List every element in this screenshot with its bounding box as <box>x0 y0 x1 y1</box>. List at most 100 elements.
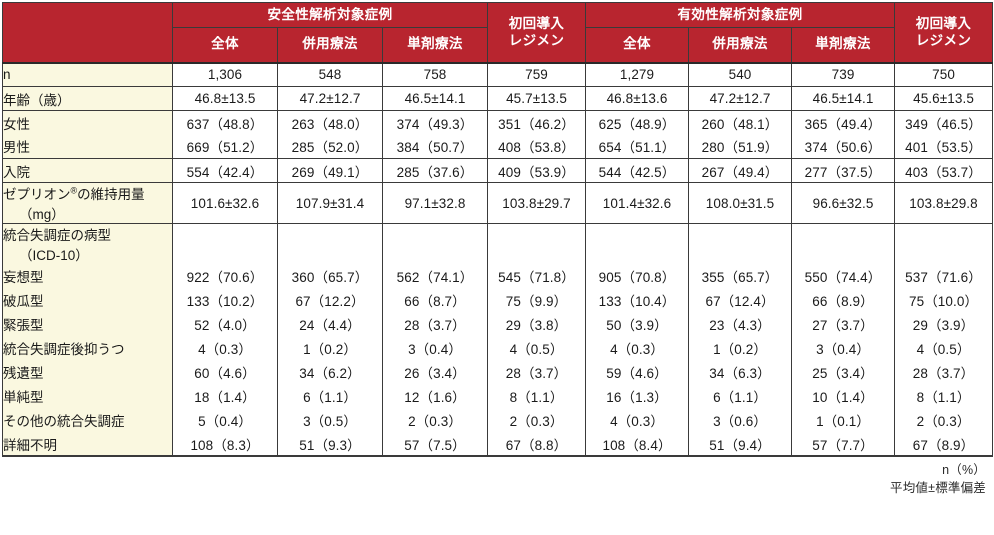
cell-age-efficacy-mono: 46.5±14.1 <box>791 86 896 111</box>
cell-residual-safety-mono: 26（3.4） <box>381 360 489 384</box>
cell-other-safety-regimen: 2（0.3） <box>487 408 587 432</box>
header-regimen-efficacy-line2: レジメン <box>915 33 972 49</box>
cell-simple-efficacy-total: 16（1.3） <box>585 384 690 408</box>
cell-other-safety-combination: 3（0.5） <box>277 408 383 432</box>
cell-paranoid-efficacy-mono: 550（74.4） <box>791 264 896 288</box>
cell-simple-safety-total: 18（1.4） <box>172 384 278 408</box>
table-row-hebephrenic: 破瓜型 133（10.2） 67（12.2） 66（8.7） 75（9.9） 1… <box>2 288 994 312</box>
cell-hosp-efficacy-total: 544（42.5） <box>585 158 690 183</box>
table-row-unspecified: 詳細不明 108（8.3） 51（9.3） 57（7.5） 67（8.8） 10… <box>2 432 994 457</box>
cell-psd-efficacy-total: 4（0.3） <box>585 336 690 360</box>
cell-male-efficacy-total: 654（51.1） <box>585 134 690 159</box>
cell-psd-efficacy-combination: 1（0.2） <box>688 336 793 360</box>
row-label-unspecified: 詳細不明 <box>2 432 173 457</box>
header-subcolumn-row: 全体 併用療法 単剤療法 全体 併用療法 単剤療法 <box>3 27 993 63</box>
table-row-female: 女性 637（48.8） 263（48.0） 374（49.3） 351（46.… <box>2 110 994 135</box>
cell-simple-safety-mono: 12（1.6） <box>381 384 489 408</box>
cell-female-safety-combination: 263（48.0） <box>277 110 383 135</box>
header-group-efficacy: 有効性解析対象症例 <box>585 2 896 28</box>
cell-hosp-efficacy-regimen: 403（53.7） <box>894 158 994 183</box>
row-label-residual: 残遺型 <box>2 360 173 384</box>
cell-n-efficacy-combination: 540 <box>688 61 793 87</box>
cell-icd10-safety-total <box>172 223 278 264</box>
header-col-safety-monotherapy: 単剤療法 <box>381 27 489 63</box>
cell-catatonic-safety-mono: 28（3.7） <box>381 312 489 336</box>
cell-unspecified-safety-combination: 51（9.3） <box>277 432 383 457</box>
cell-male-efficacy-mono: 374（50.6） <box>791 134 896 159</box>
cell-hebephrenic-safety-mono: 66（8.7） <box>381 288 489 312</box>
cell-simple-efficacy-mono: 10（1.4） <box>791 384 896 408</box>
cell-male-safety-total: 669（51.2） <box>172 134 278 159</box>
cell-hosp-efficacy-combination: 267（49.4） <box>688 158 793 183</box>
cell-other-efficacy-combination: 3（0.6） <box>688 408 793 432</box>
cell-paranoid-safety-regimen: 545（71.8） <box>487 264 587 288</box>
cell-icd10-efficacy-combination <box>688 223 793 264</box>
header-col-efficacy-combination: 併用療法 <box>688 27 793 63</box>
row-label-male: 男性 <box>2 134 173 159</box>
icd10-line1: 統合失調症の病型 <box>3 228 111 243</box>
header-group-row: 安全性解析対象症例 初回導入 レジメン 有効性解析対象症例 初回導入 レジメン <box>2 2 994 63</box>
table-row-icd10-section: 統合失調症の病型 （ICD-10） <box>2 223 994 264</box>
cell-residual-efficacy-mono: 25（3.4） <box>791 360 896 384</box>
table-row-paranoid: 妄想型 922（70.6） 360（65.7） 562（74.1） 545（71… <box>2 264 994 288</box>
cell-age-safety-total: 46.8±13.5 <box>172 86 278 111</box>
cell-n-efficacy-mono: 739 <box>791 61 896 87</box>
table-row-catatonic: 緊張型 52（4.0） 24（4.4） 28（3.7） 29（3.8） 50（3… <box>2 312 994 336</box>
cell-icd10-safety-mono <box>381 223 489 264</box>
cell-n-efficacy-total: 1,279 <box>585 61 690 87</box>
cell-paranoid-safety-total: 922（70.6） <box>172 264 278 288</box>
header-col-safety-total: 全体 <box>172 27 278 63</box>
cell-paranoid-efficacy-combination: 355（65.7） <box>688 264 793 288</box>
row-label-catatonic: 緊張型 <box>2 312 173 336</box>
cell-hebephrenic-safety-combination: 67（12.2） <box>277 288 383 312</box>
cell-dose-safety-combination: 107.9±31.4 <box>277 182 383 224</box>
table-body: n 1,306 548 758 759 1,279 540 739 750 年齢… <box>2 61 994 457</box>
table-row-n: n 1,306 548 758 759 1,279 540 739 750 <box>2 61 994 87</box>
cell-dose-efficacy-total: 101.4±32.6 <box>585 182 690 224</box>
cell-catatonic-safety-total: 52（4.0） <box>172 312 278 336</box>
cell-age-safety-mono: 46.5±14.1 <box>381 86 489 111</box>
cell-dose-efficacy-mono: 96.6±32.5 <box>791 182 896 224</box>
cell-hebephrenic-efficacy-total: 133（10.4） <box>585 288 690 312</box>
cell-n-safety-total: 1,306 <box>172 61 278 87</box>
cell-other-efficacy-total: 4（0.3） <box>585 408 690 432</box>
cell-hosp-safety-regimen: 409（53.9） <box>487 158 587 183</box>
row-label-paranoid: 妄想型 <box>2 264 173 288</box>
cell-paranoid-safety-mono: 562（74.1） <box>381 264 489 288</box>
cell-dose-safety-total: 101.6±32.6 <box>172 182 278 224</box>
cell-residual-safety-combination: 34（6.2） <box>277 360 383 384</box>
header-regimen-safety-line1: 初回導入 <box>508 15 565 31</box>
cell-catatonic-efficacy-mono: 27（3.7） <box>791 312 896 336</box>
cell-male-efficacy-regimen: 401（53.5） <box>894 134 994 159</box>
row-label-post-schizophrenic-depression: 統合失調症後抑うつ <box>2 336 173 360</box>
maintenance-dose-line2: （mg） <box>19 207 65 222</box>
footnote-n-percent: n（%） <box>942 463 986 477</box>
cell-psd-efficacy-mono: 3（0.4） <box>791 336 896 360</box>
cell-residual-efficacy-combination: 34（6.3） <box>688 360 793 384</box>
cell-psd-safety-total: 4（0.3） <box>172 336 278 360</box>
cell-catatonic-efficacy-combination: 23（4.3） <box>688 312 793 336</box>
cell-icd10-efficacy-mono <box>791 223 896 264</box>
registered-trademark-icon: ® <box>70 185 78 196</box>
cell-hebephrenic-efficacy-combination: 67（12.4） <box>688 288 793 312</box>
cell-simple-efficacy-combination: 6（1.1） <box>688 384 793 408</box>
cell-psd-safety-mono: 3（0.4） <box>381 336 489 360</box>
cell-hosp-efficacy-mono: 277（37.5） <box>791 158 896 183</box>
row-label-maintenance-dose: ゼプリオン®の維持用量 （mg） <box>2 182 173 224</box>
cell-age-efficacy-regimen: 45.6±13.5 <box>894 86 994 111</box>
table-row-post-schizophrenic-depression: 統合失調症後抑うつ 4（0.3） 1（0.2） 3（0.4） 4（0.5） 4（… <box>2 336 994 360</box>
cell-dose-safety-regimen: 103.8±29.7 <box>487 182 587 224</box>
cell-unspecified-safety-regimen: 67（8.8） <box>487 432 587 457</box>
cell-unspecified-efficacy-regimen: 67（8.9） <box>894 432 994 457</box>
table-row-simple: 単純型 18（1.4） 6（1.1） 12（1.6） 8（1.1） 16（1.3… <box>2 384 994 408</box>
table-row-maintenance-dose: ゼプリオン®の維持用量 （mg） 101.6±32.6 107.9±31.4 9… <box>2 182 994 224</box>
cell-unspecified-efficacy-total: 108（8.4） <box>585 432 690 457</box>
header-group-safety: 安全性解析対象症例 <box>171 2 489 28</box>
table-row-other-schizophrenia: その他の統合失調症 5（0.4） 3（0.5） 2（0.3） 2（0.3） 4（… <box>2 408 994 432</box>
cell-dose-efficacy-regimen: 103.8±29.8 <box>894 182 994 224</box>
cell-icd10-efficacy-regimen <box>894 223 994 264</box>
table-row-male: 男性 669（51.2） 285（52.0） 384（50.7） 408（53.… <box>2 134 994 159</box>
cell-unspecified-safety-mono: 57（7.5） <box>381 432 489 457</box>
table-row-residual: 残遺型 60（4.6） 34（6.2） 26（3.4） 28（3.7） 59（4… <box>2 360 994 384</box>
